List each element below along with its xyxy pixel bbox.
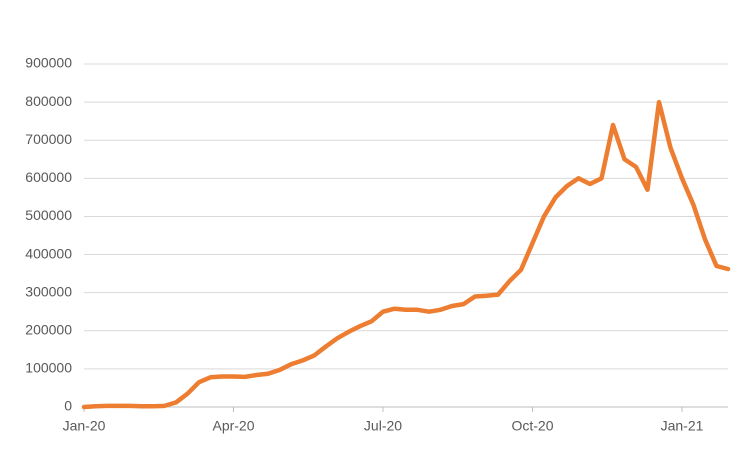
y-tick-label: 200000 [25,321,72,337]
y-tick-label: 300000 [25,283,72,299]
y-tick-label: 500000 [25,207,72,223]
x-tick-label: Oct-20 [511,418,553,434]
y-tick-label: 800000 [25,93,72,109]
y-tick-label: 600000 [25,169,72,185]
y-tick-label: 700000 [25,131,72,147]
y-tick-label: 100000 [25,360,72,376]
x-tick-label: Jan-20 [63,418,106,434]
x-tick-label: Jan-21 [661,418,704,434]
x-tick-label: Jul-20 [364,418,402,434]
y-tick-label: 900000 [25,55,72,71]
y-tick-label: 400000 [25,245,72,261]
line-series [81,99,731,410]
x-tick-label: Apr-20 [212,418,254,434]
y-tick-label: 0 [64,398,72,414]
